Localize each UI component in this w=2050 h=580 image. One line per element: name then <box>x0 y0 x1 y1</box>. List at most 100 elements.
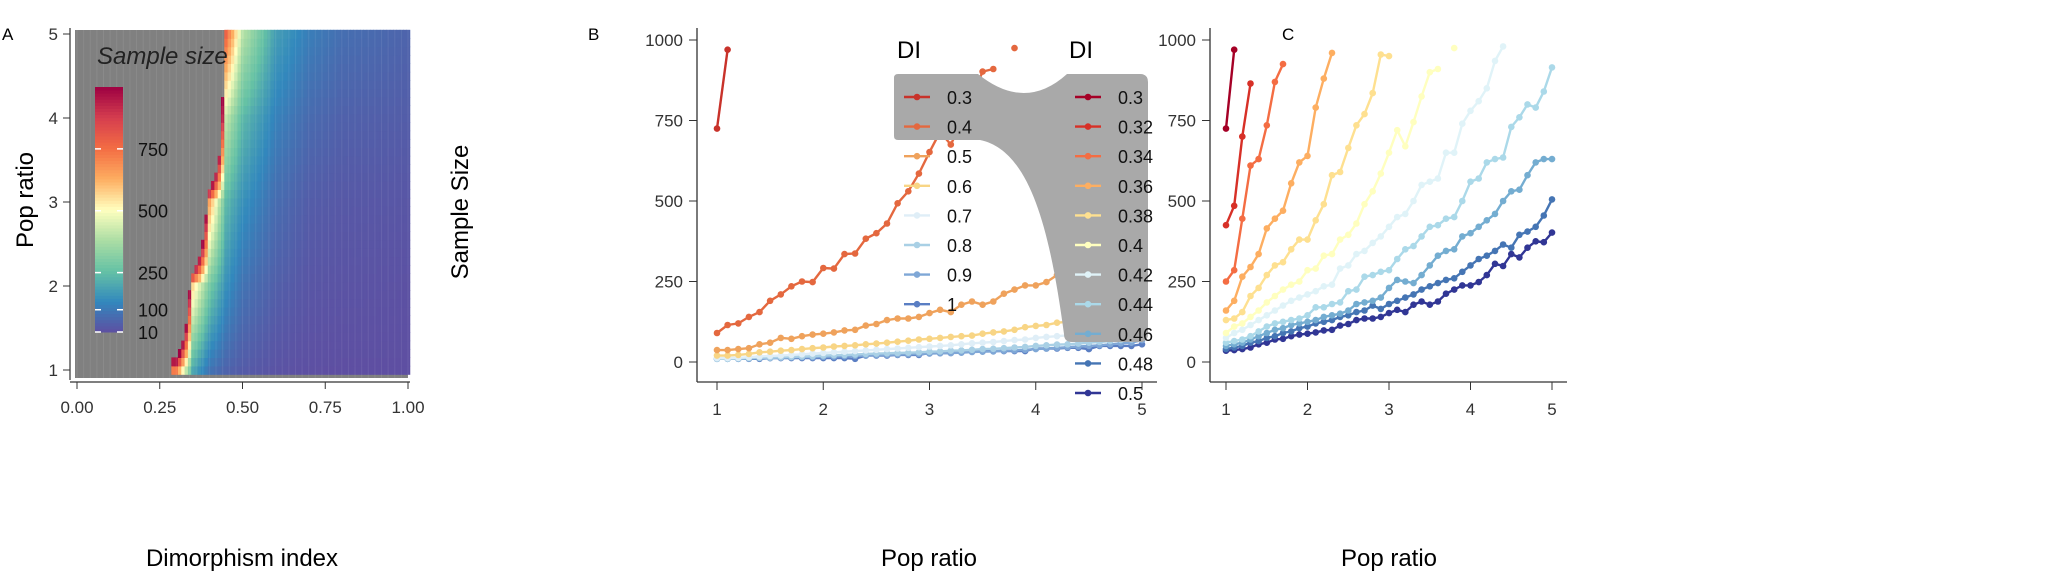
heatmap-cell <box>333 29 338 39</box>
heatmap-cell <box>363 214 368 224</box>
heatmap-cell <box>336 323 341 333</box>
heatmap-cell <box>297 139 302 148</box>
heatmap-cell <box>267 172 272 182</box>
heatmap-cell <box>389 29 394 39</box>
heatmap-cell <box>326 29 331 39</box>
heatmap-cell <box>393 80 398 90</box>
heatmap-cell <box>244 365 249 375</box>
heatmap-cell <box>373 231 378 241</box>
heatmap-cell <box>254 273 258 283</box>
heatmap-cell <box>406 340 411 350</box>
colorbar-segment <box>95 206 123 210</box>
heatmap-cell <box>250 122 255 132</box>
heatmap-cell <box>290 97 295 106</box>
heatmap-cell <box>393 189 398 199</box>
heatmap-cell <box>254 340 258 350</box>
heatmap-cell <box>366 231 371 241</box>
colorbar-segment <box>95 102 123 106</box>
heatmap-cell <box>376 290 381 300</box>
legend-key-point <box>1084 152 1092 160</box>
heatmap-cell <box>264 340 268 350</box>
heatmap-cell <box>277 71 282 81</box>
heatmap-cell <box>264 172 268 182</box>
heatmap-cell <box>369 55 374 64</box>
heatmap-cell <box>333 315 338 325</box>
heatmap-cell <box>383 71 388 81</box>
heatmap-cell <box>369 357 374 367</box>
colorbar-segment <box>95 313 123 318</box>
colorbar-segment <box>95 224 123 229</box>
heatmap-cell <box>287 281 292 291</box>
heatmap-cell <box>393 63 398 73</box>
heatmap-cell <box>373 88 378 98</box>
heatmap-cell <box>343 63 348 73</box>
heatmap-cell <box>346 97 351 106</box>
heatmap-cell <box>369 172 374 182</box>
heatmap-cell <box>254 147 258 157</box>
heatmap-cell <box>406 332 411 342</box>
heatmap-cell <box>211 298 215 308</box>
heatmap-cell <box>313 323 318 333</box>
heatmap-cell <box>326 189 331 199</box>
heatmap-cell <box>234 71 239 81</box>
heatmap-cell <box>257 290 262 300</box>
heatmap-cell <box>250 332 255 342</box>
heatmap-cell <box>360 189 364 199</box>
heatmap-cell <box>230 181 235 190</box>
heatmap-cell <box>264 239 268 249</box>
heatmap-cell <box>227 256 232 266</box>
heatmap-cell <box>227 307 232 316</box>
heatmap-cell <box>297 349 302 358</box>
heatmap-cell <box>250 323 255 333</box>
heatmap-cell <box>386 71 391 81</box>
colorbar-segment <box>95 301 123 305</box>
heatmap-cell <box>340 29 345 39</box>
heatmap-cell <box>247 29 252 39</box>
heatmap-cell <box>353 323 358 333</box>
heatmap-cell <box>250 214 255 224</box>
heatmap-cell <box>217 315 222 325</box>
heatmap-cell <box>220 181 225 190</box>
heatmap-cell <box>177 365 182 375</box>
heatmap-cell <box>363 290 368 300</box>
heatmap-cell <box>336 55 341 64</box>
heatmap-cell <box>336 231 341 241</box>
heatmap-cell <box>270 248 275 258</box>
heatmap-cell <box>287 223 292 232</box>
heatmap-cell <box>330 113 335 123</box>
heatmap-cell <box>287 55 292 64</box>
heatmap-cell <box>273 214 278 224</box>
heatmap-cell <box>211 239 215 249</box>
heatmap-cell <box>389 315 394 325</box>
heatmap-cell <box>254 189 258 199</box>
heatmap-cell <box>393 88 398 98</box>
heatmap-cell <box>320 256 325 266</box>
heatmap-cell <box>273 290 278 300</box>
heatmap-cell <box>267 113 272 123</box>
x-axis-title-c: Pop ratio <box>1341 545 1437 572</box>
heatmap-cell <box>287 105 292 115</box>
heatmap-cell <box>323 231 328 241</box>
heatmap-cell <box>333 189 338 199</box>
heatmap-cell <box>237 80 242 90</box>
colorbar-tick-label: 500 <box>138 202 168 222</box>
heatmap-cell <box>386 281 391 291</box>
heatmap-cell <box>383 273 388 283</box>
heatmap-cell <box>310 273 315 283</box>
heatmap-cell <box>240 130 245 140</box>
heatmap-cell <box>383 214 388 224</box>
heatmap-cell <box>360 315 364 325</box>
heatmap-cell <box>267 323 272 333</box>
heatmap-cell <box>386 239 391 249</box>
heatmap-cell <box>393 239 398 249</box>
heatmap-cell <box>297 88 302 98</box>
heatmap-cell <box>310 239 315 249</box>
heatmap-cell <box>247 113 252 123</box>
heatmap-cell <box>303 71 308 81</box>
heatmap-cell <box>230 239 235 249</box>
heatmap-cell <box>353 340 358 350</box>
heatmap-cell <box>310 357 315 367</box>
heatmap-cell <box>237 239 242 249</box>
heatmap-cell <box>393 206 398 216</box>
series-line-0.44 <box>1225 67 1554 344</box>
